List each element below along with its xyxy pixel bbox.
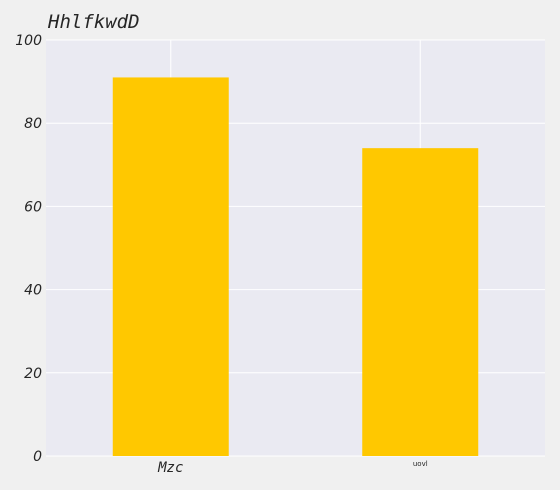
x-tick-label: uovl	[413, 460, 428, 468]
y-tick-label: 40	[24, 283, 42, 299]
y-tick-label: 80	[24, 116, 42, 132]
bar	[112, 77, 229, 456]
bar	[362, 148, 479, 456]
x-tick-labels: Mzc uovl	[157, 460, 428, 476]
chart-title: HhlfkwdD	[48, 11, 140, 33]
y-tick-label: 60	[24, 199, 42, 215]
bars	[112, 77, 479, 456]
y-tick-label: 20	[24, 366, 42, 382]
y-tick-labels: 0 20 40 60 80 100	[15, 33, 42, 465]
y-tick-label: 100	[15, 33, 42, 49]
y-tick-label: 0	[33, 449, 42, 465]
x-tick-label: Mzc	[157, 460, 183, 476]
